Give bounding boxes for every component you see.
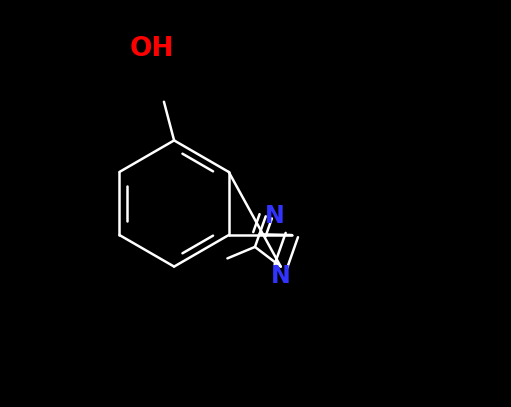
Text: N: N — [271, 264, 291, 287]
Text: N: N — [265, 204, 285, 228]
Text: OH: OH — [129, 36, 174, 62]
